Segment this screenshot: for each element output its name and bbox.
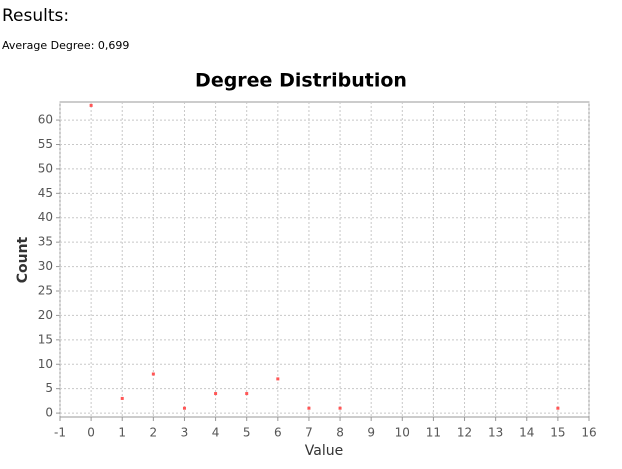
y-tick-label: 25 xyxy=(38,284,53,298)
x-tick-label: 13 xyxy=(488,426,503,440)
y-tick-label: 5 xyxy=(45,381,53,395)
y-tick-label: 20 xyxy=(38,308,53,322)
average-degree: Average Degree: 0,699 xyxy=(2,39,130,52)
y-tick-label: 50 xyxy=(38,161,53,175)
x-tick-label: 4 xyxy=(212,426,220,440)
x-tick-label: 16 xyxy=(581,426,596,440)
results-title: Results: xyxy=(2,6,70,26)
x-axis-label: Value xyxy=(305,443,343,459)
point xyxy=(338,406,342,410)
point xyxy=(245,392,249,396)
point xyxy=(151,372,155,376)
x-tick-label: 9 xyxy=(367,426,375,440)
y-tick-label: 0 xyxy=(45,406,53,420)
x-tick-label: 11 xyxy=(426,426,441,440)
point xyxy=(276,377,280,381)
x-tick-label: -1 xyxy=(54,426,66,440)
y-tick-label: 30 xyxy=(38,259,53,273)
x-tick-label: 5 xyxy=(243,426,251,440)
x-tick-label: 12 xyxy=(457,426,472,440)
x-tick-label: 15 xyxy=(550,426,565,440)
x-tick-label: 14 xyxy=(519,426,534,440)
point xyxy=(182,406,186,410)
y-tick-label: 35 xyxy=(38,235,53,249)
x-tick-label: 8 xyxy=(336,426,344,440)
point xyxy=(214,392,218,396)
x-tick-label: 0 xyxy=(87,426,95,440)
y-tick-label: 15 xyxy=(38,332,53,346)
y-tick-label: 60 xyxy=(38,113,53,127)
x-tick-label: 1 xyxy=(118,426,126,440)
point xyxy=(307,406,311,410)
point xyxy=(89,103,93,107)
x-tick-label: 6 xyxy=(274,426,282,440)
y-axis-label: Count xyxy=(15,236,31,283)
plot-area xyxy=(59,101,590,418)
point xyxy=(120,396,124,400)
x-tick-label: 2 xyxy=(150,426,158,440)
x-tick-label: 10 xyxy=(395,426,410,440)
y-tick-label: 55 xyxy=(38,137,53,151)
point xyxy=(556,406,560,410)
chart-title: Degree Distribution xyxy=(195,70,407,92)
x-tick-label: 3 xyxy=(181,426,189,440)
y-tick-label: 45 xyxy=(38,186,53,200)
y-tick-label: 40 xyxy=(38,210,53,224)
x-tick-label: 7 xyxy=(305,426,313,440)
y-tick-label: 10 xyxy=(38,357,53,371)
